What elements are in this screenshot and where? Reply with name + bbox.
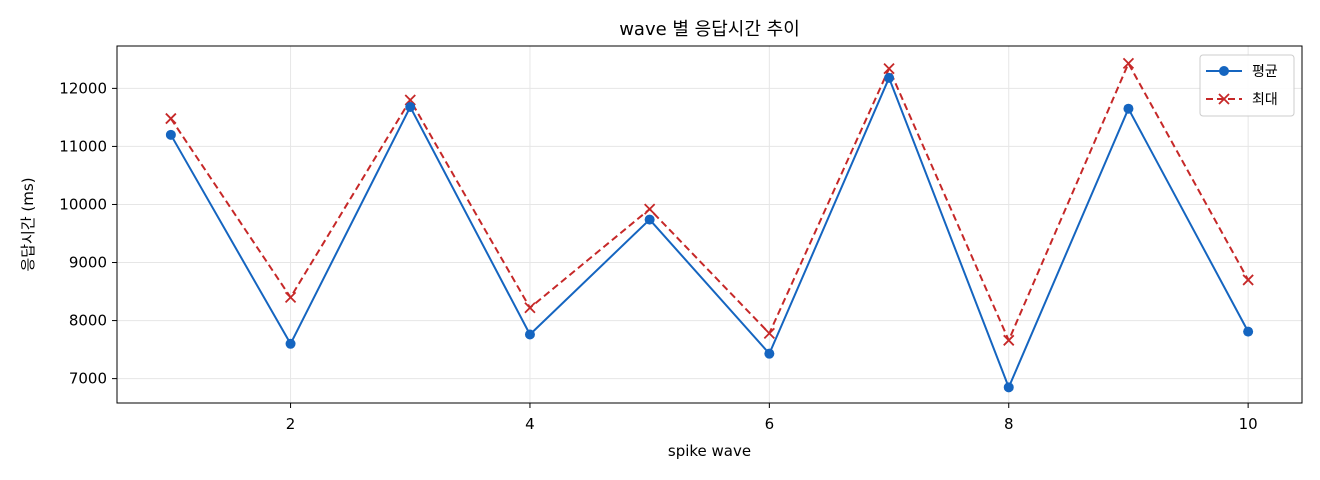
data-point <box>644 203 656 215</box>
series-line <box>169 76 1250 389</box>
axis-ticks: 2 4 6 8 10 7000 8000 9000 10000 11000 12000 <box>59 79 1257 433</box>
legend-item: 평균 <box>1206 64 1278 80</box>
y-axis-label: 응답시간 (ms) <box>19 177 37 271</box>
data-point <box>524 302 536 314</box>
data-point <box>405 101 416 112</box>
data-point <box>284 291 297 303</box>
x-tick-label: 8 <box>1004 415 1014 433</box>
data-point <box>1243 326 1254 337</box>
data-point <box>285 338 296 349</box>
y-tick-label: 11000 <box>59 137 107 155</box>
legend-item: 최대 <box>1206 92 1278 108</box>
y-tick-label: 8000 <box>69 312 107 330</box>
x-tick-label: 2 <box>286 415 296 433</box>
plot-area-frame <box>116 45 1303 404</box>
data-point <box>1003 382 1014 393</box>
data-point <box>764 348 775 359</box>
legend-label: 최대 <box>1252 92 1278 108</box>
series-layer <box>165 57 1254 393</box>
legend-box <box>1199 54 1295 117</box>
data-point <box>763 327 775 339</box>
data-point <box>165 112 177 125</box>
y-tick-label: 9000 <box>69 254 107 272</box>
series-1 <box>165 72 1254 393</box>
data-point <box>1003 334 1015 346</box>
legend-marker <box>1218 93 1230 105</box>
x-axis-label: spike wave <box>668 442 751 460</box>
legend-label: 평균 <box>1252 64 1278 80</box>
data-point <box>524 329 535 340</box>
y-tick-label: 7000 <box>69 370 107 388</box>
data-point <box>644 214 655 225</box>
x-tick-label: 10 <box>1239 415 1258 433</box>
data-point <box>1122 57 1135 70</box>
x-tick-label: 6 <box>765 415 775 433</box>
data-point <box>165 129 176 140</box>
data-point <box>884 72 895 83</box>
series-2 <box>165 57 1254 346</box>
data-point <box>883 63 895 75</box>
data-point <box>1242 274 1254 286</box>
y-tick-label: 12000 <box>59 79 107 97</box>
legend-marker <box>1219 66 1229 76</box>
chart-title: wave 별 응답시간 추이 <box>619 19 800 40</box>
series-line <box>170 62 1250 342</box>
y-tick-label: 10000 <box>59 195 107 213</box>
grid <box>117 46 1302 403</box>
x-tick-label: 4 <box>525 415 535 433</box>
data-point <box>1123 103 1134 114</box>
